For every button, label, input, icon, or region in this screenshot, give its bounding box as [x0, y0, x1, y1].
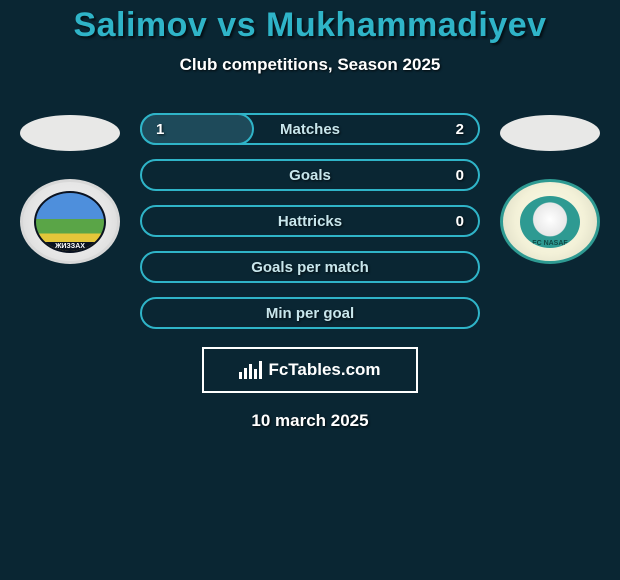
- comparison-bar: Goals per match: [140, 251, 480, 283]
- badge-right-inner: FC NASAF: [520, 196, 580, 248]
- comparison-bar: Min per goal: [140, 297, 480, 329]
- badge-left-inner: ЖИЗЗАХ: [34, 191, 106, 253]
- page-title: Salimov vs Mukhammadiyev: [0, 6, 620, 45]
- bar-label: Min per goal: [266, 305, 354, 322]
- team-badge-left: ЖИЗЗАХ: [20, 179, 120, 264]
- bar-value-right: 0: [456, 167, 464, 184]
- bar-label: Hattricks: [278, 213, 342, 230]
- comparison-bar: 1 Matches 2: [140, 113, 480, 145]
- bar-label: Goals per match: [251, 259, 369, 276]
- subtitle: Club competitions, Season 2025: [0, 55, 620, 75]
- watermark: FcTables.com: [202, 347, 418, 393]
- comparison-bar: Goals 0: [140, 159, 480, 191]
- player-silhouette-right: [500, 115, 600, 151]
- main-layout: ЖИЗЗАХ 1 Matches 2 Goals 0 Hattricks 0 Goals pe…: [0, 113, 620, 329]
- team-badge-right: FC NASAF: [500, 179, 600, 264]
- badge-left-text: ЖИЗЗАХ: [36, 242, 104, 251]
- bar-value-right: 2: [456, 121, 464, 138]
- bar-value-right: 0: [456, 213, 464, 230]
- infographic-container: Salimov vs Mukhammadiyev Club competitio…: [0, 0, 620, 431]
- date-label: 10 march 2025: [0, 411, 620, 431]
- bar-value-left: 1: [156, 121, 164, 138]
- watermark-text: FcTables.com: [268, 360, 380, 380]
- right-column: FC NASAF: [490, 113, 610, 264]
- badge-right-text: FC NASAF: [532, 240, 567, 247]
- bar-label: Matches: [280, 121, 340, 138]
- comparison-bar: Hattricks 0: [140, 205, 480, 237]
- bar-label: Goals: [289, 167, 331, 184]
- comparison-bars: 1 Matches 2 Goals 0 Hattricks 0 Goals per match…: [140, 113, 480, 329]
- player-silhouette-left: [20, 115, 120, 151]
- left-column: ЖИЗЗАХ: [10, 113, 130, 264]
- chart-icon: [239, 361, 262, 379]
